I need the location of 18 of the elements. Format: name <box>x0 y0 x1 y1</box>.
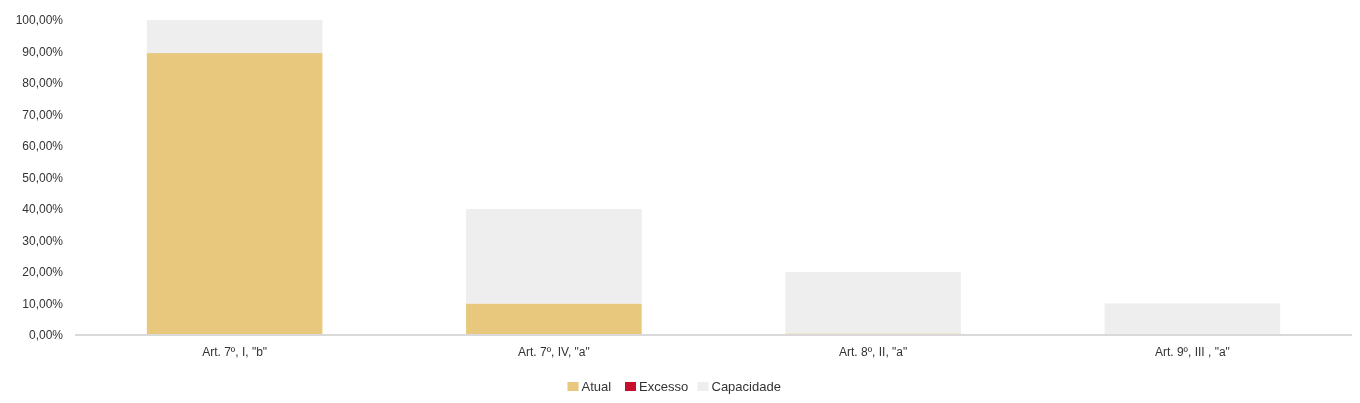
x-tick-label: Art. 7º, I, "b" <box>202 345 268 359</box>
legend-label: Capacidade <box>711 379 781 394</box>
x-tick-label: Art. 8º, II, "a" <box>838 345 908 359</box>
legend-label: Atual <box>581 379 612 394</box>
y-tick-label: 30,00% <box>22 233 64 248</box>
y-tick-label: 40,00% <box>22 202 64 217</box>
x-tick-label: Art. 7º, IV, "a" <box>517 345 590 359</box>
y-tick-label: 20,00% <box>22 265 64 280</box>
y-tick-label: 10,00% <box>22 296 64 311</box>
y-tick-label: 0,00% <box>28 328 64 343</box>
y-tick-label: 50,00% <box>22 170 64 185</box>
y-tick-label: 60,00% <box>22 139 64 154</box>
x-tick-label: Art. 9º, III , "a" <box>1154 345 1230 359</box>
legend-label: Excesso <box>639 379 689 394</box>
y-tick-label: 100,00% <box>15 13 64 28</box>
y-tick-label: 80,00% <box>22 76 64 91</box>
y-tick-label: 90,00% <box>22 44 64 59</box>
y-tick-label: 70,00% <box>22 107 64 122</box>
